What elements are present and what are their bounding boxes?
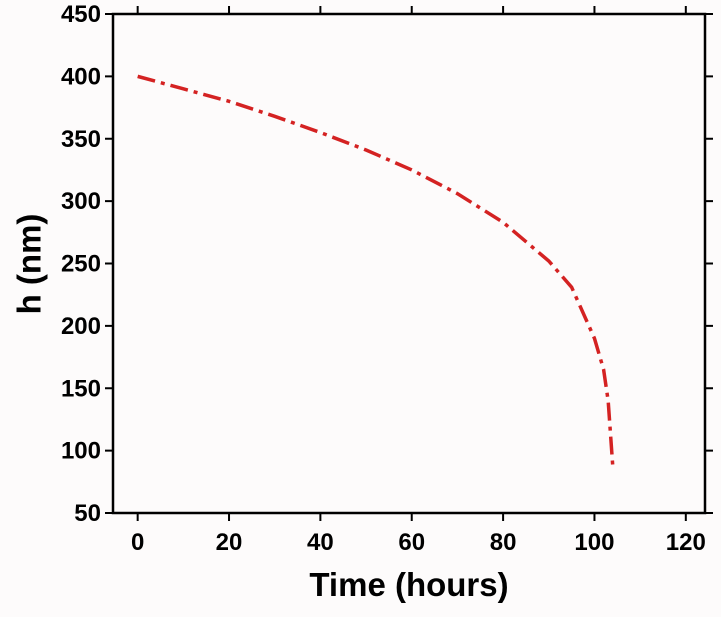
y-tick-label: 400 bbox=[61, 63, 101, 90]
x-tick-label: 40 bbox=[307, 529, 334, 556]
plot-frame bbox=[111, 12, 707, 515]
x-tick-label: 60 bbox=[398, 529, 425, 556]
y-tick-label: 350 bbox=[61, 126, 101, 153]
y-tick-label: 450 bbox=[61, 1, 101, 28]
x-tick-label: 120 bbox=[666, 529, 706, 556]
y-tick-label: 50 bbox=[74, 500, 101, 527]
data-line bbox=[137, 74, 615, 466]
y-tick-label: 100 bbox=[61, 438, 101, 465]
y-tick-label: 250 bbox=[61, 251, 101, 278]
x-tick-label: 100 bbox=[574, 529, 614, 556]
y-tick-label: 150 bbox=[61, 375, 101, 402]
x-tick-label: 0 bbox=[131, 529, 144, 556]
x-axis-label: Time (hours) bbox=[309, 566, 508, 603]
y-axis-label: h (nm) bbox=[11, 214, 48, 315]
y-tick-label: 300 bbox=[61, 188, 101, 215]
y-tick-label: 200 bbox=[61, 313, 101, 340]
x-tick-label: 20 bbox=[216, 529, 243, 556]
x-tick-label: 80 bbox=[490, 529, 517, 556]
